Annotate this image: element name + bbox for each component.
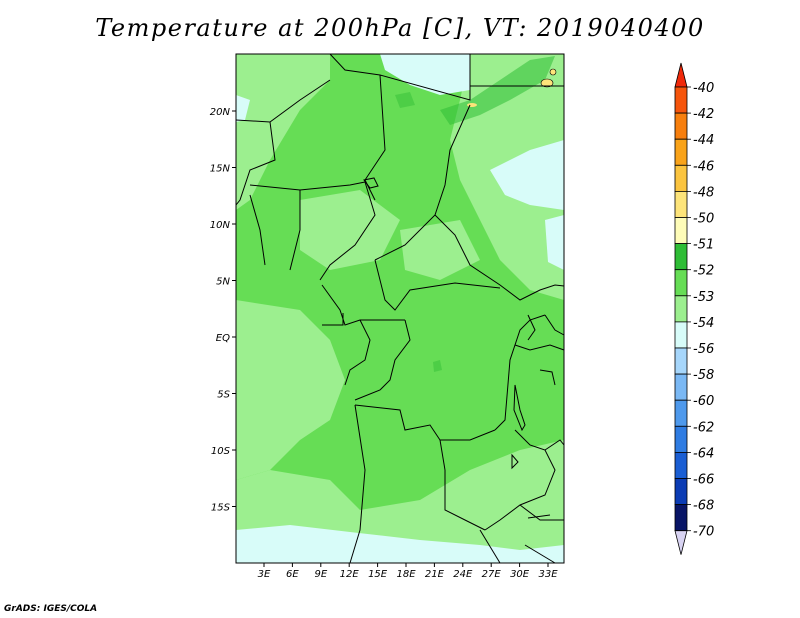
colorbar-swatch [674, 86, 688, 114]
country-borders [235, 53, 565, 564]
colorbar-label: -44 [693, 133, 714, 148]
field-spot-warm-2 [549, 68, 557, 76]
lat-tick-label: 20N [210, 107, 231, 118]
colorbar-label: -54 [693, 316, 714, 331]
lon-tick-label: 15E [368, 569, 388, 580]
colorbar-label: -42 [693, 107, 714, 122]
lon-tick-label: 3E [258, 569, 271, 580]
lon-tick-label: 24E [453, 569, 473, 580]
field-region-cool-south [236, 525, 564, 563]
colorbar-label: -58 [693, 368, 714, 383]
colorbar-swatch [674, 321, 688, 349]
lon-tick-label: 21E [425, 569, 445, 580]
colorbar-swatch [674, 295, 688, 323]
colorbar: -40 -42 -44 -46 -48 -50 -51 -52 -53 -54 -56 -58 -60 -… [674, 62, 714, 555]
field-region-dark-north [395, 92, 415, 108]
lat-tick-label: 5S [217, 390, 230, 401]
lon-tick-label: 6E [286, 569, 299, 580]
lon-tick-label: 18E [396, 569, 416, 580]
colorbar-swatch [674, 269, 688, 297]
field-region-light-westcoast [236, 300, 345, 480]
field-region-light-sudan [400, 220, 480, 280]
field-spot-warm-1 [540, 78, 554, 88]
map-panel [235, 53, 565, 564]
field-region-cool-north [380, 54, 470, 95]
field-region-cool-east [545, 215, 564, 270]
lon-tick-label: 9E [314, 569, 327, 580]
colorbar-swatch [674, 112, 688, 140]
colorbar-label: -70 [693, 525, 714, 540]
lon-tick-label: 33E [538, 569, 558, 580]
colorbar-label: -52 [693, 264, 714, 279]
latitude-axis: 20N 15N 10N 5N EQ 5S 10S 15S [210, 107, 236, 514]
colorbar-label: -50 [693, 212, 714, 227]
map-frame [235, 53, 565, 564]
field-region-light-center [300, 190, 400, 270]
colorbar-label: -64 [693, 446, 714, 461]
colorbar-label: -53 [693, 290, 714, 305]
lat-tick-label: 15S [211, 503, 231, 514]
colorbar-arrow-bottom [674, 530, 688, 555]
colorbar-label: -60 [693, 394, 714, 409]
lat-tick-label: EQ [216, 333, 230, 344]
lon-tick-label: 12E [340, 569, 360, 580]
colorbar-label: -46 [693, 159, 714, 174]
colorbar-label: -51 [693, 238, 714, 253]
lat-tick-label: 15N [210, 164, 231, 175]
colorbar-swatch [674, 504, 688, 532]
lat-tick-label: 5N [216, 277, 230, 288]
colorbar-swatch [674, 347, 688, 375]
field-spot-warm-3 [467, 103, 477, 107]
colorbar-swatch [674, 164, 688, 192]
lakes-and-coasts [363, 177, 556, 519]
lon-tick-label: 27E [482, 569, 502, 580]
lon-tick-label: 30E [510, 569, 530, 580]
colorbar-label: -56 [693, 342, 714, 357]
plot-title: Temperature at 200hPa [C], VT: 201904040… [95, 14, 705, 42]
field-region-cool-west [236, 95, 250, 122]
colorbar-swatch [674, 190, 688, 218]
lat-tick-label: 10S [211, 446, 231, 457]
field-region-dark-congo [433, 360, 442, 372]
credit-text: GrADS: IGES/COLA [4, 604, 98, 614]
colorbar-arrow-top [674, 62, 688, 88]
colorbar-label: -48 [693, 185, 714, 200]
lat-tick-label: 10N [210, 220, 231, 231]
colorbar-swatch [674, 217, 688, 245]
colorbar-label: -62 [693, 420, 714, 435]
colorbar-swatch [674, 138, 688, 166]
colorbar-swatch [674, 451, 688, 479]
field-region-light-west [236, 54, 330, 210]
colorbar-label: -68 [693, 499, 714, 514]
longitude-axis: 3E 6E 9E 12E 15E 18E 21E 24E 27E 30E 33E [258, 563, 558, 580]
colorbar-label: -66 [693, 473, 714, 488]
field-region-cool-northeast [490, 140, 564, 210]
colorbar-swatch [674, 373, 688, 401]
colorbar-swatch [674, 478, 688, 506]
colorbar-swatch [674, 243, 688, 271]
colorbar-swatch [674, 425, 688, 453]
colorbar-swatch [674, 399, 688, 427]
colorbar-label: -40 [693, 81, 714, 96]
